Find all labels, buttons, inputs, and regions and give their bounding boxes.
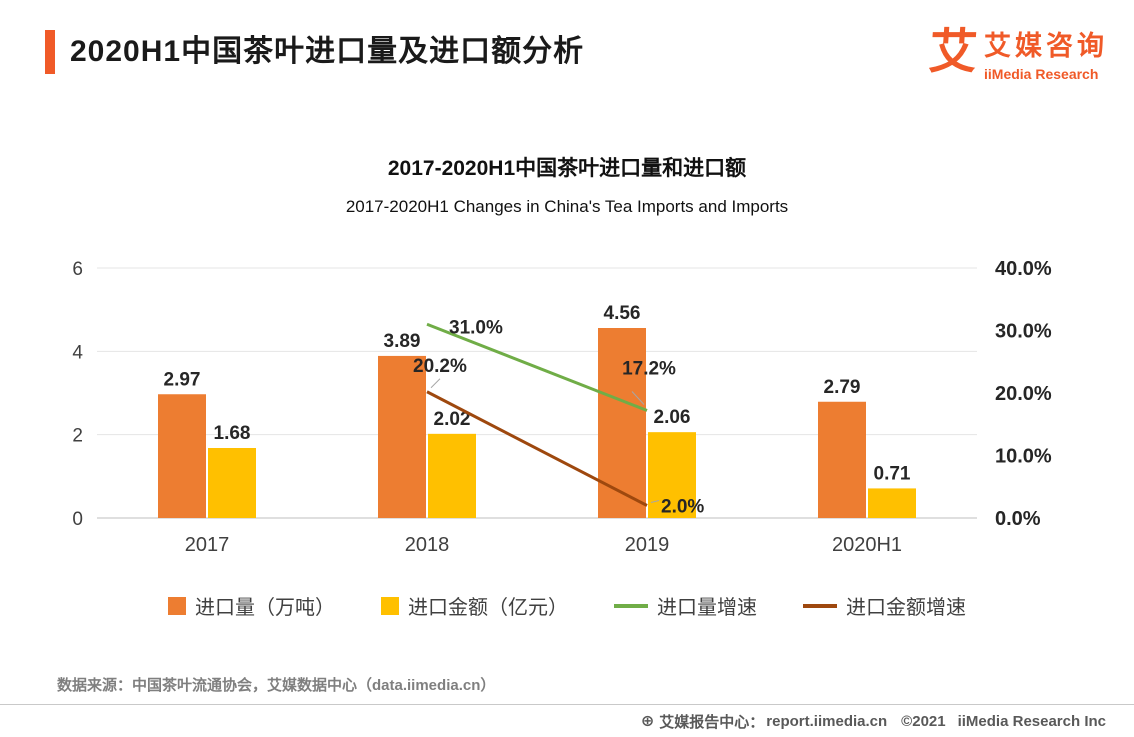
logo-name-cn: 艾媒咨询 <box>984 31 1108 61</box>
chart-title-cn: 2017-2020H1中国茶叶进口量和进口额 <box>387 157 747 180</box>
bar-value-label: 0.71 <box>874 463 911 484</box>
page-title: 2020H1中国茶叶进口量及进口额分析 <box>70 35 585 68</box>
chart-title-en: 2017-2020H1 Changes in China's Tea Impor… <box>345 197 789 216</box>
left-axis-tick-label: 4 <box>72 342 83 363</box>
logo-icon: 艾 <box>927 26 979 79</box>
legend-item: 进口金额增速 <box>803 591 966 620</box>
label-leader-line <box>631 391 645 405</box>
bar-value-label: 2.06 <box>654 407 691 428</box>
logo-name-en: iiMedia Research <box>984 66 1099 82</box>
data-source-note: 数据来源：中国茶叶流通协会，艾媒数据中心（data.iimedia.cn） <box>57 677 496 694</box>
chart-canvas: 0 2 4 6 0.0% 10.0% 20.0% 30.0% 40.0% 2017 2018 2019… <box>72 258 1052 556</box>
growth-line <box>426 322 648 412</box>
x-axis-label: 2018 <box>405 534 450 556</box>
label-leader-line <box>430 378 441 389</box>
combo-chart: 0 2 4 6 0.0% 10.0% 20.0% 30.0% 40.0% 2017 2018 2019… <box>57 253 1077 565</box>
right-axis-tick-label: 0.0% <box>995 508 1041 530</box>
bar-import-value <box>648 432 696 518</box>
left-axis-tick-label: 2 <box>72 426 83 447</box>
title-accent-bar <box>45 30 55 74</box>
legend-label: 进口量增速 <box>657 597 757 619</box>
x-axis-label: 2020H1 <box>832 534 902 556</box>
bar-value-label: 3.89 <box>384 331 421 352</box>
chart-legend: 进口量（万吨） 进口金额（亿元） 进口量增速 进口金额增速 <box>0 591 1134 620</box>
x-axis-label: 2017 <box>185 534 230 556</box>
chart-section: 2017-2020H1中国茶叶进口量和进口额 2017-2020H1 Chang… <box>0 152 1134 620</box>
left-axis-tick-label: 6 <box>72 259 83 280</box>
right-axis-tick-label: 20.0% <box>995 383 1052 405</box>
bar-value-label: 2.02 <box>434 409 471 430</box>
growth-value-label: 2.0% <box>661 497 704 518</box>
legend-item: 进口量增速 <box>614 591 757 620</box>
legend-item: 进口金额（亿元） <box>381 591 568 620</box>
bar-import-volume <box>378 355 426 518</box>
footer: ⊕ 艾媒报告中心： report.iimedia.cn ©2021 iiMedi… <box>0 704 1134 737</box>
label-leader-line <box>650 500 660 503</box>
bar-value-label: 2.97 <box>164 369 201 390</box>
bar-value-label: 2.79 <box>824 377 861 398</box>
bar-import-value <box>868 488 916 518</box>
x-axis-label: 2019 <box>625 534 670 556</box>
right-axis-tick-label: 10.0% <box>995 446 1052 468</box>
growth-line <box>426 390 648 507</box>
bar-import-volume <box>598 328 646 518</box>
bar-value-label: 4.56 <box>604 303 641 324</box>
report-center-icon: ⊕ <box>640 713 655 730</box>
bar-import-value <box>428 433 476 518</box>
logo-text: 艾媒咨询 iiMedia Research <box>984 24 1108 82</box>
bar-import-value <box>208 448 256 518</box>
bar-value-label: 1.68 <box>214 423 251 444</box>
legend-marker-line <box>803 603 837 608</box>
footer-url: report.iimedia.cn <box>766 712 888 730</box>
footer-copyright: ©2021 <box>901 712 946 730</box>
legend-marker-square <box>381 596 399 615</box>
footer-label: 艾媒报告中心： <box>659 713 765 731</box>
legend-label: 进口金额增速 <box>846 597 966 619</box>
right-axis-tick-label: 40.0% <box>995 258 1052 280</box>
bar-import-volume <box>818 401 866 518</box>
footer-company: iiMedia Research Inc <box>957 712 1106 730</box>
legend-label: 进口量（万吨） <box>195 597 335 619</box>
legend-marker-line <box>614 603 648 608</box>
growth-value-label: 20.2% <box>413 356 467 377</box>
right-axis-tick-label: 30.0% <box>995 321 1052 343</box>
left-axis-tick-label: 0 <box>72 509 83 530</box>
header: 2020H1中国茶叶进口量及进口额分析 艾 艾媒咨询 iiMedia Resea… <box>0 0 1134 90</box>
legend-item: 进口量（万吨） <box>168 591 335 620</box>
iimedia-logo: 艾 艾媒咨询 iiMedia Research <box>927 24 1108 82</box>
legend-marker-square <box>168 596 186 615</box>
growth-value-label: 17.2% <box>622 359 676 380</box>
bar-import-volume <box>158 394 206 518</box>
legend-label: 进口金额（亿元） <box>408 597 568 619</box>
growth-value-label: 31.0% <box>449 317 503 338</box>
